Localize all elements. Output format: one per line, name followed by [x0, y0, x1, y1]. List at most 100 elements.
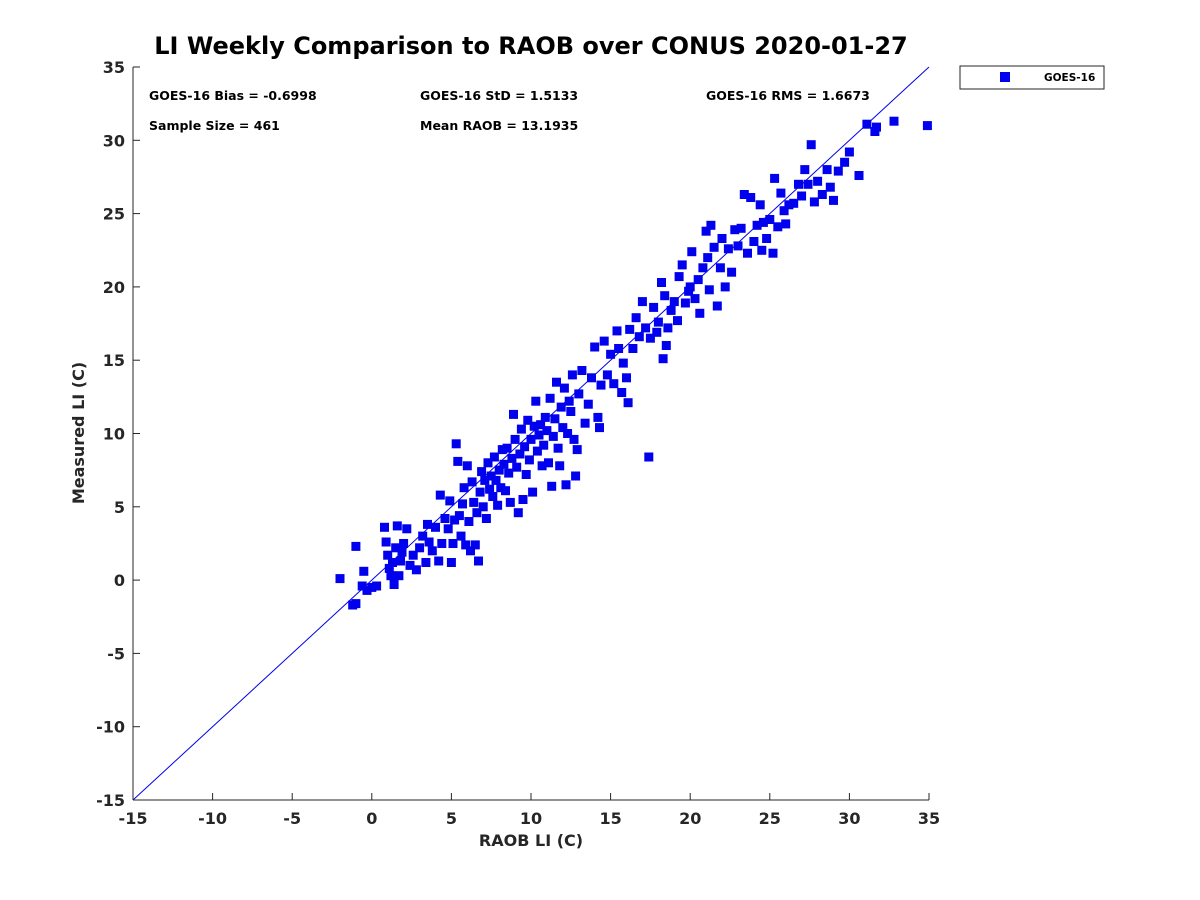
data-point [494, 465, 504, 475]
data-point [402, 524, 412, 534]
data-point [515, 449, 525, 459]
data-point [464, 517, 474, 526]
data-point [673, 316, 682, 326]
data-point [372, 581, 382, 591]
data-point [384, 563, 394, 573]
data-point [704, 285, 714, 295]
data-point [599, 336, 609, 346]
data-point [483, 458, 493, 468]
data-point [520, 442, 530, 452]
data-point [507, 453, 517, 463]
data-point [550, 414, 560, 424]
data-point [618, 358, 628, 368]
data-point [817, 190, 827, 199]
data-point [558, 423, 568, 433]
data-point [800, 165, 810, 175]
data-point [466, 546, 475, 556]
data-point [528, 487, 538, 497]
data-point [491, 475, 501, 485]
data-point [496, 483, 506, 493]
legend: GOES-16 [959, 65, 1105, 90]
data-point [746, 193, 756, 202]
data-point [542, 426, 552, 436]
data-point [825, 182, 835, 192]
data-point [383, 550, 393, 560]
y-tick-label: 15 [103, 351, 125, 370]
x-tick-label: 30 [838, 809, 860, 828]
data-point [809, 197, 819, 207]
data-point [411, 565, 421, 575]
data-point [698, 263, 708, 273]
data-point [661, 341, 671, 350]
data-point [695, 308, 705, 318]
x-tick-label: 10 [520, 809, 542, 828]
data-point [770, 173, 780, 183]
data-point [813, 176, 823, 186]
data-point [539, 440, 549, 450]
data-point [663, 323, 673, 333]
data-point [590, 342, 600, 352]
data-point [526, 434, 536, 444]
data-point [564, 396, 574, 406]
data-point [773, 222, 783, 232]
data-point [555, 461, 565, 471]
data-point [521, 470, 531, 479]
data-point [680, 298, 690, 308]
data-point [606, 349, 616, 359]
data-point [571, 471, 581, 481]
data-point [556, 402, 566, 412]
legend-label: GOES-16 [1044, 72, 1095, 84]
data-point [645, 333, 655, 343]
data-point [421, 558, 431, 567]
y-tick-label: -15 [96, 791, 125, 810]
data-point [652, 327, 662, 337]
data-point [833, 166, 843, 176]
data-point [553, 443, 563, 453]
x-axis-ticks: -15 -10 -5 0 5 10 15 20 25 30 35 [119, 793, 940, 828]
data-point [396, 556, 405, 566]
data-point [493, 500, 503, 510]
data-point [488, 492, 498, 501]
data-point [872, 122, 881, 132]
data-point [687, 247, 697, 257]
stat-mean-raob: Mean RAOB = 13.1935 [420, 118, 578, 133]
data-point [451, 439, 461, 449]
data-point [469, 497, 479, 507]
y-tick-label: 30 [103, 131, 125, 150]
y-tick-label: 25 [103, 205, 125, 224]
data-point [577, 366, 587, 375]
data-point [723, 244, 733, 254]
data-point [762, 234, 772, 243]
data-point [733, 241, 743, 251]
data-point [486, 471, 496, 481]
data-point [501, 486, 510, 496]
data-point [531, 396, 541, 406]
data-point [415, 543, 425, 553]
data-point [388, 558, 397, 567]
data-point [504, 468, 514, 478]
x-tick-label: -10 [198, 809, 227, 828]
x-tick-label: 15 [599, 809, 621, 828]
data-point [510, 434, 520, 444]
data-point [518, 495, 528, 504]
data-point [524, 455, 534, 465]
data-point [516, 424, 526, 434]
data-point [794, 179, 803, 189]
data-point [889, 116, 899, 126]
data-point [757, 245, 767, 255]
data-point [540, 412, 550, 422]
data-point [424, 537, 434, 547]
data-point [534, 430, 544, 440]
data-point [440, 514, 450, 523]
data-point [458, 499, 467, 509]
data-point [478, 502, 488, 512]
data-point [446, 558, 456, 567]
data-point [593, 412, 603, 422]
statistics-annotations: GOES-16 Bias = -0.6998 GOES-16 StD = 1.5… [149, 88, 870, 133]
data-point [634, 332, 644, 342]
data-point [776, 188, 786, 198]
stat-sample-size: Sample Size = 461 [149, 118, 280, 133]
data-point [351, 599, 361, 609]
data-point [614, 344, 624, 353]
data-point [715, 263, 725, 273]
